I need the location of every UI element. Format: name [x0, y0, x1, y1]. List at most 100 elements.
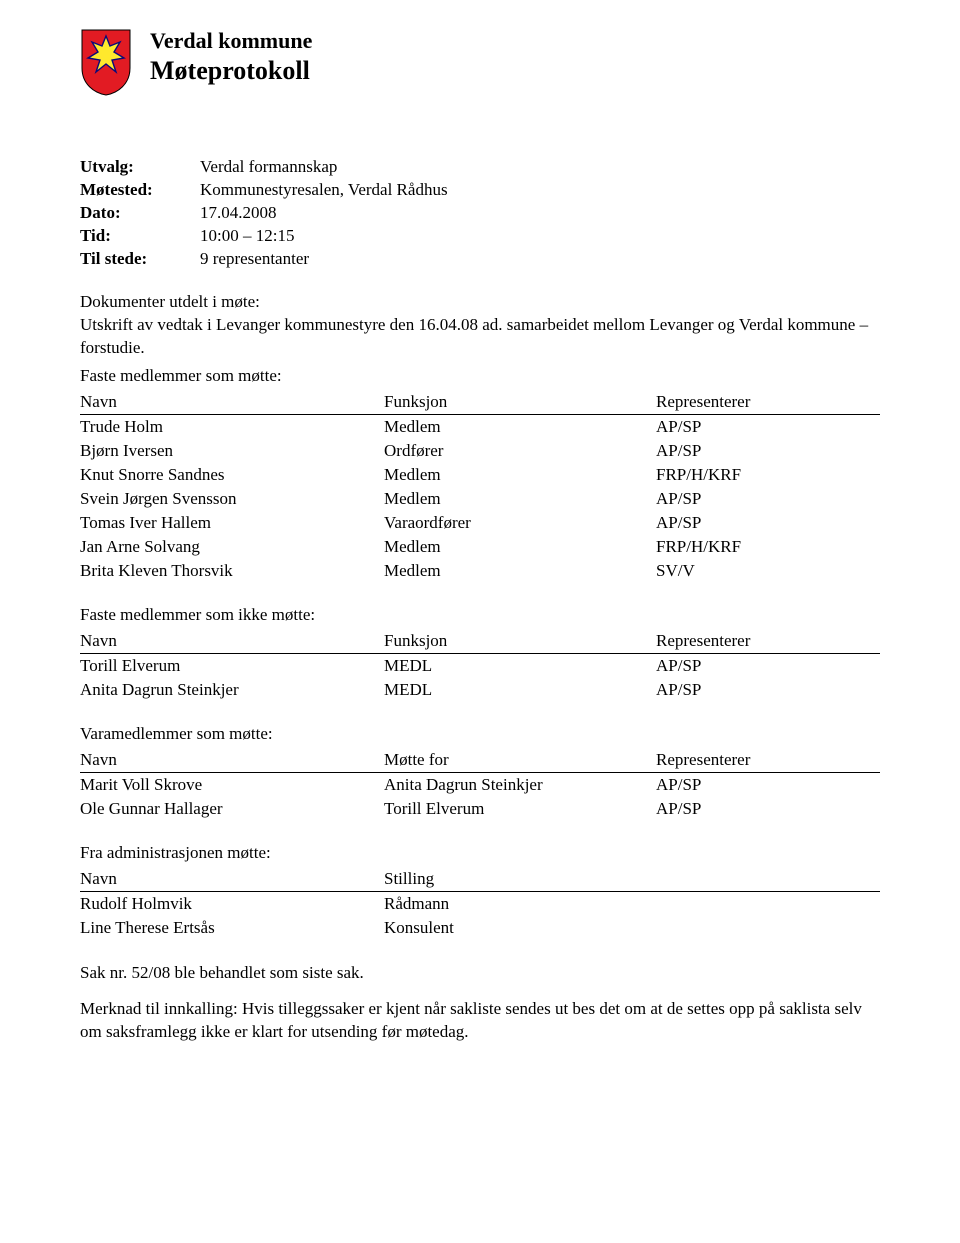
table-row: Brita Kleven ThorsvikMedlemSV/V	[80, 559, 880, 583]
table-row: Torill ElverumMEDLAP/SP	[80, 653, 880, 678]
table-cell: MEDL	[384, 678, 656, 702]
section-heading-vara: Varamedlemmer som møtte:	[80, 724, 880, 744]
th-funksjon: Funksjon	[384, 390, 656, 415]
table-cell: AP/SP	[656, 487, 880, 511]
table-cell: Torill Elverum	[80, 653, 384, 678]
header: Verdal kommune Møteprotokoll	[80, 28, 880, 96]
closing-line2: Merknad til innkalling: Hvis tilleggssak…	[80, 998, 880, 1044]
th-funksjon: Funksjon	[384, 629, 656, 654]
th-navn: Navn	[80, 867, 384, 892]
table-row: Ole Gunnar HallagerTorill ElverumAP/SP	[80, 797, 880, 821]
table-row: Svein Jørgen SvenssonMedlemAP/SP	[80, 487, 880, 511]
th-representerer: Representerer	[656, 390, 880, 415]
table-cell: AP/SP	[656, 678, 880, 702]
meta-row: Til stede: 9 representanter	[80, 248, 880, 271]
meta-row: Tid: 10:00 – 12:15	[80, 225, 880, 248]
table-vara: Navn Møtte for Representerer Marit Voll …	[80, 748, 880, 821]
table-cell: Konsulent	[384, 916, 656, 940]
table-cell: Medlem	[384, 463, 656, 487]
table-cell: Tomas Iver Hallem	[80, 511, 384, 535]
meta-value-tilstede: 9 representanter	[200, 248, 880, 271]
meta-label-tid: Tid:	[80, 225, 200, 248]
section-heading-faste-ikke: Faste medlemmer som ikke møtte:	[80, 605, 880, 625]
table-cell: SV/V	[656, 559, 880, 583]
table-cell	[656, 916, 880, 940]
table-row: Bjørn IversenOrdførerAP/SP	[80, 439, 880, 463]
table-cell: Medlem	[384, 414, 656, 439]
table-cell: Anita Dagrun Steinkjer	[80, 678, 384, 702]
org-name: Verdal kommune	[150, 28, 312, 54]
table-faste-motte: Navn Funksjon Representerer Trude HolmMe…	[80, 390, 880, 583]
table-cell: Torill Elverum	[384, 797, 656, 821]
intro-line1: Dokumenter utdelt i møte:	[80, 291, 880, 314]
table-cell: Varaordfører	[384, 511, 656, 535]
th-motte-for: Møtte for	[384, 748, 656, 773]
table-cell: Marit Voll Skrove	[80, 772, 384, 797]
table-cell: Medlem	[384, 535, 656, 559]
table-cell: Medlem	[384, 559, 656, 583]
table-cell: Trude Holm	[80, 414, 384, 439]
th-stilling: Stilling	[384, 867, 656, 892]
table-cell	[656, 891, 880, 916]
th-navn: Navn	[80, 748, 384, 773]
table-cell: FRP/H/KRF	[656, 463, 880, 487]
intro-line2: Utskrift av vedtak i Levanger kommunesty…	[80, 314, 880, 360]
table-cell: AP/SP	[656, 439, 880, 463]
section-heading-faste-motte: Faste medlemmer som møtte:	[80, 366, 880, 386]
doc-title: Møteprotokoll	[150, 56, 312, 86]
th-empty	[656, 867, 880, 892]
table-cell: Ole Gunnar Hallager	[80, 797, 384, 821]
table-cell: Anita Dagrun Steinkjer	[384, 772, 656, 797]
closing-line1: Sak nr. 52/08 ble behandlet som siste sa…	[80, 962, 880, 985]
table-cell: Svein Jørgen Svensson	[80, 487, 384, 511]
meta-label-dato: Dato:	[80, 202, 200, 225]
table-row: Rudolf HolmvikRådmann	[80, 891, 880, 916]
meta-label-tilstede: Til stede:	[80, 248, 200, 271]
meta-row: Utvalg: Verdal formannskap	[80, 156, 880, 179]
th-representerer: Representerer	[656, 629, 880, 654]
meta-value-tid: 10:00 – 12:15	[200, 225, 880, 248]
meta-label-motested: Møtested:	[80, 179, 200, 202]
table-cell: FRP/H/KRF	[656, 535, 880, 559]
table-cell: AP/SP	[656, 511, 880, 535]
table-cell: Ordfører	[384, 439, 656, 463]
table-cell: AP/SP	[656, 772, 880, 797]
table-cell: AP/SP	[656, 797, 880, 821]
meta-value-motested: Kommunestyresalen, Verdal Rådhus	[200, 179, 880, 202]
table-row: Knut Snorre SandnesMedlemFRP/H/KRF	[80, 463, 880, 487]
table-row: Line Therese ErtsåsKonsulent	[80, 916, 880, 940]
table-cell: Rådmann	[384, 891, 656, 916]
table-cell: Line Therese Ertsås	[80, 916, 384, 940]
table-cell: MEDL	[384, 653, 656, 678]
th-navn: Navn	[80, 629, 384, 654]
crest-icon	[80, 28, 132, 96]
table-row: Anita Dagrun SteinkjerMEDLAP/SP	[80, 678, 880, 702]
meta-row: Dato: 17.04.2008	[80, 202, 880, 225]
table-row: Trude HolmMedlemAP/SP	[80, 414, 880, 439]
table-cell: Brita Kleven Thorsvik	[80, 559, 384, 583]
meta-value-dato: 17.04.2008	[200, 202, 880, 225]
table-header-row: Navn Møtte for Representerer	[80, 748, 880, 773]
table-row: Tomas Iver HallemVaraordførerAP/SP	[80, 511, 880, 535]
table-cell: AP/SP	[656, 653, 880, 678]
table-cell: Bjørn Iversen	[80, 439, 384, 463]
table-header-row: Navn Funksjon Representerer	[80, 629, 880, 654]
meta-label-utvalg: Utvalg:	[80, 156, 200, 179]
table-admin: Navn Stilling Rudolf HolmvikRådmannLine …	[80, 867, 880, 940]
table-header-row: Navn Stilling	[80, 867, 880, 892]
th-representerer: Representerer	[656, 748, 880, 773]
document-page: Verdal kommune Møteprotokoll Utvalg: Ver…	[0, 0, 960, 1243]
meeting-meta: Utvalg: Verdal formannskap Møtested: Kom…	[80, 156, 880, 271]
table-header-row: Navn Funksjon Representerer	[80, 390, 880, 415]
meta-value-utvalg: Verdal formannskap	[200, 156, 880, 179]
intro-paragraph: Dokumenter utdelt i møte: Utskrift av ve…	[80, 291, 880, 360]
table-cell: Knut Snorre Sandnes	[80, 463, 384, 487]
table-cell: AP/SP	[656, 414, 880, 439]
section-heading-admin: Fra administrasjonen møtte:	[80, 843, 880, 863]
table-cell: Jan Arne Solvang	[80, 535, 384, 559]
th-navn: Navn	[80, 390, 384, 415]
table-cell: Rudolf Holmvik	[80, 891, 384, 916]
table-cell: Medlem	[384, 487, 656, 511]
table-row: Jan Arne SolvangMedlemFRP/H/KRF	[80, 535, 880, 559]
table-row: Marit Voll SkroveAnita Dagrun SteinkjerA…	[80, 772, 880, 797]
